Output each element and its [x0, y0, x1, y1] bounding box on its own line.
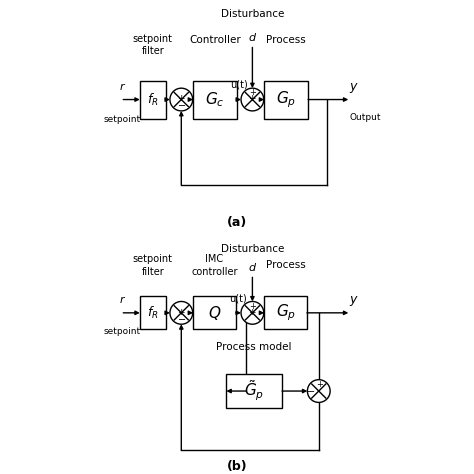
Text: d: d [249, 33, 256, 43]
Text: $G_p$: $G_p$ [275, 302, 296, 323]
Bar [193, 296, 236, 329]
Text: +: + [249, 88, 256, 97]
Text: Disturbance: Disturbance [221, 244, 284, 254]
Text: IMC
controller: IMC controller [191, 254, 238, 277]
Text: $Q$: $Q$ [208, 304, 221, 322]
Text: Process model: Process model [217, 342, 292, 352]
Text: +: + [249, 301, 256, 310]
Bar [264, 81, 308, 118]
Text: d: d [249, 263, 256, 273]
Text: $G_c$: $G_c$ [205, 90, 225, 109]
Bar [140, 296, 166, 329]
Text: −: − [307, 387, 315, 397]
Text: (a): (a) [227, 216, 247, 229]
Text: +: + [177, 308, 184, 317]
Bar [227, 374, 282, 408]
Bar [140, 81, 166, 118]
Text: Output: Output [349, 113, 381, 122]
Bar [193, 81, 237, 118]
Text: u(t): u(t) [229, 293, 247, 303]
Text: +: + [248, 308, 255, 317]
Text: y: y [349, 293, 357, 306]
Circle shape [170, 301, 192, 324]
Text: setpoint
filter: setpoint filter [133, 34, 173, 56]
Text: +: + [248, 94, 255, 103]
Text: −: − [178, 315, 186, 325]
Text: setpoint: setpoint [103, 328, 141, 336]
Bar [264, 296, 307, 329]
Text: r: r [120, 82, 124, 91]
Text: y: y [349, 80, 357, 93]
Text: u(t): u(t) [230, 80, 248, 90]
Text: −: − [178, 101, 186, 111]
Text: $f_R$: $f_R$ [147, 305, 159, 321]
Text: (b): (b) [227, 460, 247, 474]
Text: $G_p$: $G_p$ [276, 89, 296, 110]
Text: Process: Process [266, 35, 306, 46]
Circle shape [307, 380, 330, 402]
Text: setpoint
filter: setpoint filter [133, 254, 173, 277]
Text: Disturbance: Disturbance [221, 9, 284, 19]
Text: setpoint: setpoint [103, 115, 141, 124]
Text: Controller: Controller [189, 35, 241, 46]
Circle shape [241, 301, 264, 324]
Text: r: r [120, 295, 124, 305]
Text: Process: Process [266, 260, 305, 271]
Text: +: + [177, 94, 184, 103]
Circle shape [241, 88, 264, 111]
Text: $f_R$: $f_R$ [147, 91, 159, 108]
Text: +: + [316, 380, 323, 389]
Text: $\tilde{G}_p$: $\tilde{G}_p$ [244, 379, 264, 403]
Circle shape [170, 88, 192, 111]
